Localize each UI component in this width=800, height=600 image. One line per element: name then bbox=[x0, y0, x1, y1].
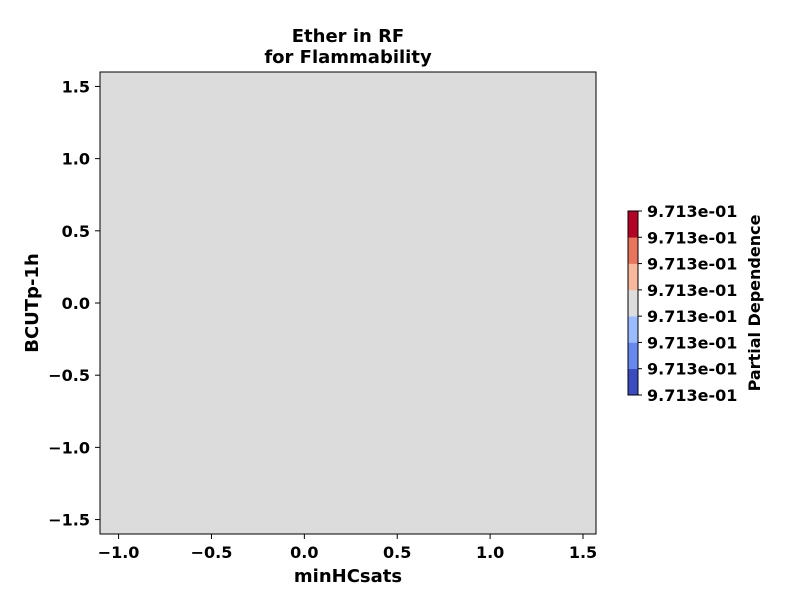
y-tick-label: 1.5 bbox=[62, 77, 90, 96]
colorbar-segment bbox=[628, 342, 638, 370]
y-tick-label: −1.5 bbox=[48, 511, 90, 530]
colorbar: 9.713e-01 9.713e-01 9.713e-01 9.713e-01 9.71… bbox=[627, 202, 737, 405]
x-tick-label: −1.0 bbox=[98, 543, 140, 562]
x-tick-label: 1.5 bbox=[569, 543, 597, 562]
y-tick-label: 0.5 bbox=[62, 222, 90, 241]
colorbar-tick-label: 9.713e-01 bbox=[647, 333, 737, 352]
plot-field bbox=[100, 72, 596, 534]
colorbar-segment bbox=[628, 263, 638, 291]
x-tick-label: 1.0 bbox=[476, 543, 504, 562]
colorbar-label: Partial Dependence bbox=[745, 214, 764, 391]
chart-title-line-2: for Flammability bbox=[264, 47, 432, 68]
x-axis-label: minHCsats bbox=[294, 566, 402, 587]
x-axis-ticks: −1.0 −0.5 0.0 0.5 1.0 1.5 bbox=[98, 534, 597, 562]
y-axis-ticks: 1.5 1.0 0.5 0.0 −0.5 −1.0 −1.5 bbox=[48, 77, 100, 530]
colorbar-segment bbox=[628, 289, 638, 317]
colorbar-tick-label: 9.713e-01 bbox=[647, 307, 737, 326]
colorbar-tick-label: 9.713e-01 bbox=[647, 228, 737, 247]
colorbar-tick-label: 9.713e-01 bbox=[647, 360, 737, 379]
colorbar-tick-label: 9.713e-01 bbox=[647, 202, 737, 221]
chart-title-line-1: Ether in RF bbox=[292, 26, 404, 47]
y-tick-label: 0.0 bbox=[62, 294, 90, 313]
y-tick-label: 1.0 bbox=[62, 150, 90, 169]
colorbar-segment bbox=[628, 316, 638, 343]
x-tick-label: 0.5 bbox=[383, 543, 411, 562]
colorbar-segment bbox=[628, 368, 638, 396]
y-axis-label: BCUTp-1h bbox=[22, 253, 43, 353]
x-tick-label: 0.0 bbox=[290, 543, 318, 562]
colorbar-segment bbox=[628, 237, 638, 264]
colorbar-tick-label: 9.713e-01 bbox=[647, 255, 737, 274]
x-tick-label: −0.5 bbox=[191, 543, 233, 562]
colorbar-segment bbox=[628, 211, 638, 238]
colorbar-frame bbox=[627, 210, 639, 396]
colorbar-tick-label: 9.713e-01 bbox=[647, 281, 737, 300]
y-tick-label: −0.5 bbox=[48, 366, 90, 385]
colorbar-tick-label: 9.713e-01 bbox=[647, 386, 737, 405]
y-tick-label: −1.0 bbox=[48, 438, 90, 457]
